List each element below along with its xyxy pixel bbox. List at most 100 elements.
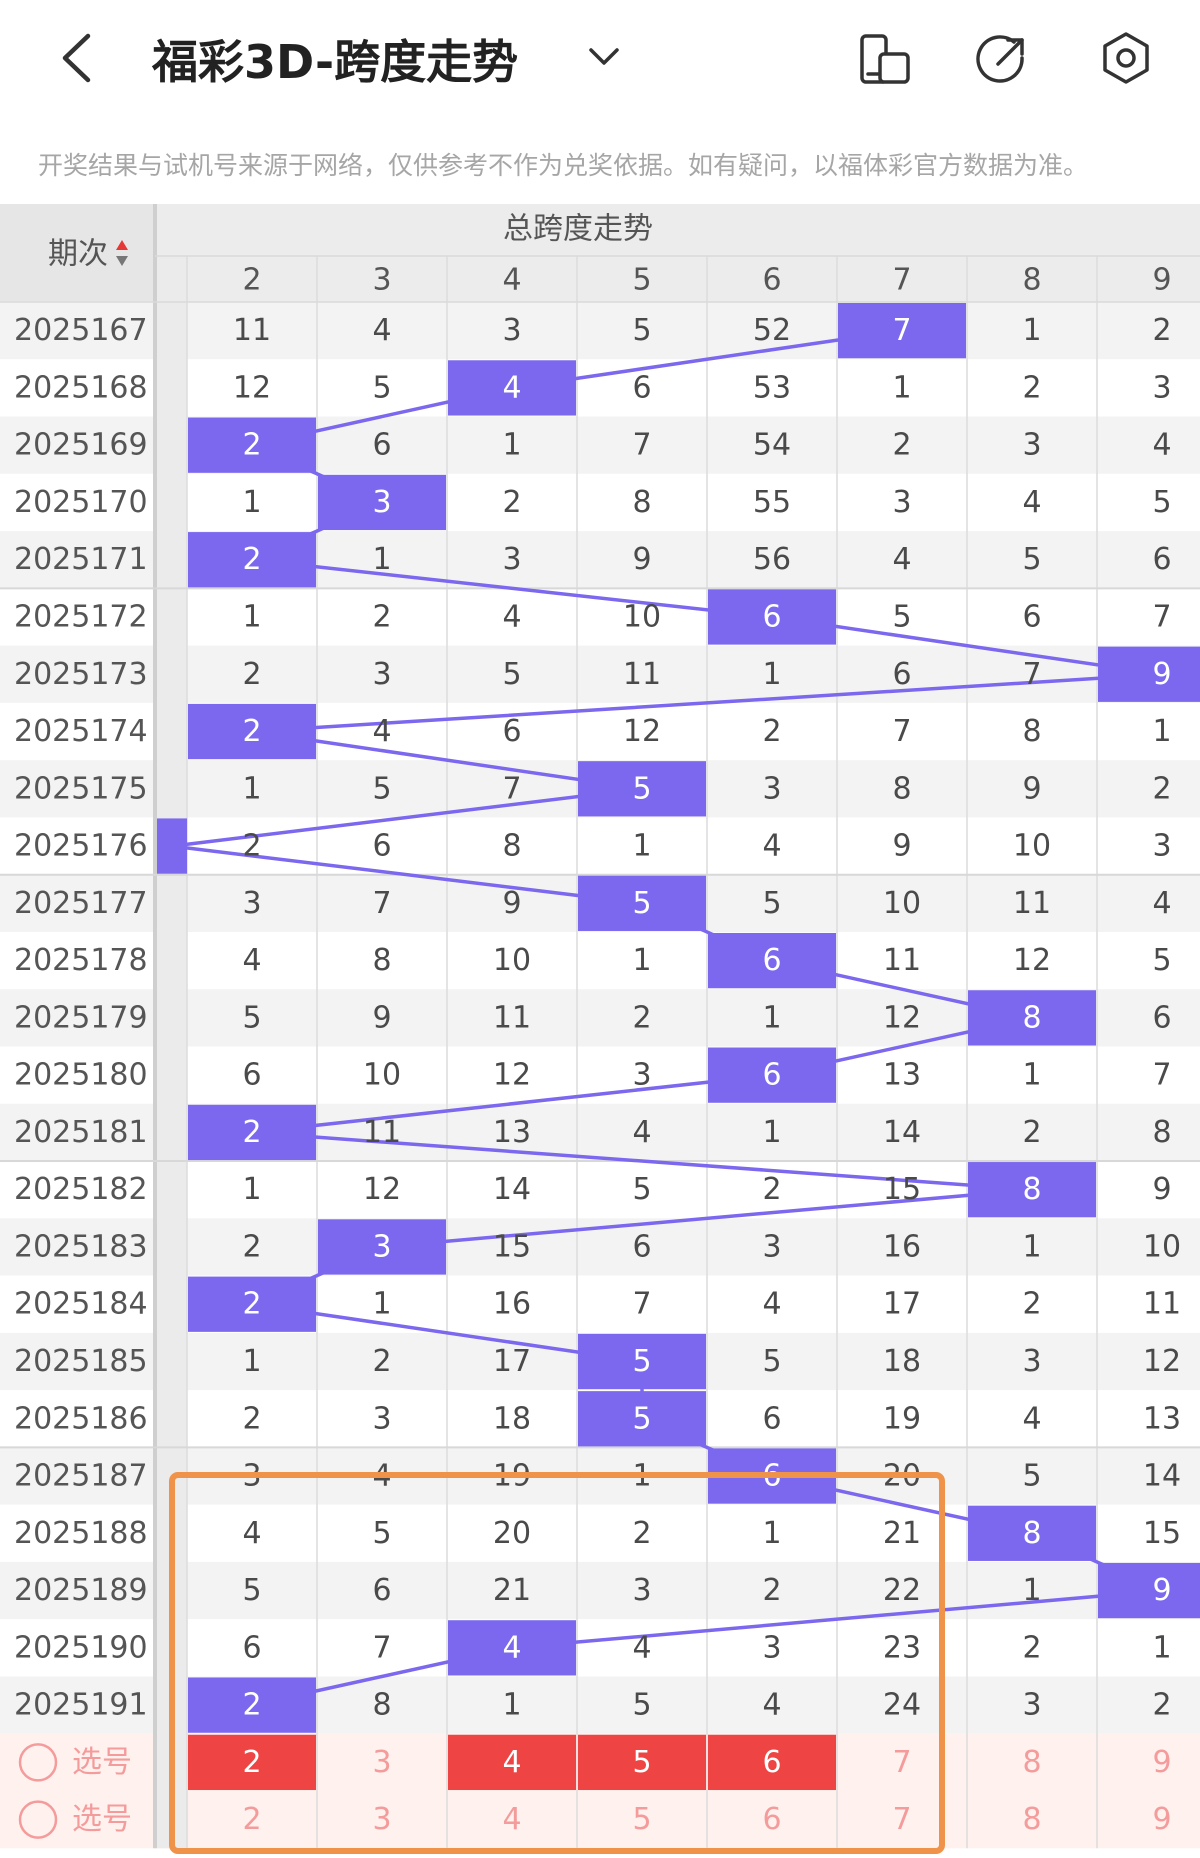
table-cell: 55 xyxy=(753,485,791,520)
select-row-label: 选号 xyxy=(72,1802,132,1837)
table-cell: 6 xyxy=(632,370,651,405)
select-number-option[interactable]: 9 xyxy=(1152,1745,1171,1780)
sort-icon[interactable] xyxy=(116,240,128,266)
table-cell: 2 xyxy=(1022,370,1041,405)
table-cell: 6 xyxy=(372,829,391,864)
select-number-option[interactable]: 7 xyxy=(892,1802,911,1837)
table-cell: 14 xyxy=(493,1172,531,1207)
table-cell: 6 xyxy=(892,657,911,692)
period-label: 2025187 xyxy=(14,1459,148,1494)
period-label: 2025180 xyxy=(14,1058,148,1093)
table-cell: 6 xyxy=(372,428,391,463)
select-number-option[interactable]: 3 xyxy=(372,1802,391,1837)
table-cell: 11 xyxy=(363,1115,401,1150)
table-row-bg xyxy=(0,645,1200,703)
period-label: 2025168 xyxy=(14,370,148,405)
highlight-cell-value: 5 xyxy=(632,886,651,921)
settings-button[interactable] xyxy=(1098,30,1154,88)
select-number-option[interactable]: 7 xyxy=(892,1745,911,1780)
selected-number-label: 2 xyxy=(242,1745,261,1780)
sort-up-arrow xyxy=(116,240,128,250)
table-cell: 8 xyxy=(502,829,521,864)
select-radio-icon[interactable] xyxy=(18,1800,58,1839)
table-cell: 2 xyxy=(502,485,521,520)
page-title[interactable]: 福彩3D-跨度走势 xyxy=(152,35,519,89)
back-button[interactable] xyxy=(50,28,100,88)
table-cell: 1 xyxy=(242,599,261,634)
table-cell: 6 xyxy=(1152,542,1171,577)
select-number-option[interactable]: 4 xyxy=(502,1802,521,1837)
title-dropdown-button[interactable] xyxy=(586,42,622,72)
highlight-cell-value: 5 xyxy=(632,1344,651,1379)
table-cell: 3 xyxy=(762,771,781,806)
select-number-option[interactable]: 2 xyxy=(242,1802,261,1837)
table-cell: 2 xyxy=(892,428,911,463)
table-cell: 5 xyxy=(372,1516,391,1551)
device-switch-button[interactable] xyxy=(858,32,912,88)
select-number-option[interactable]: 5 xyxy=(632,1802,651,1837)
table-cell: 1 xyxy=(632,829,651,864)
period-column-header: 期次 xyxy=(48,237,108,272)
share-icon xyxy=(976,35,1024,83)
table-cell: 2 xyxy=(762,1573,781,1608)
table-cell: 9 xyxy=(502,886,521,921)
selected-number-cell[interactable] xyxy=(708,1734,836,1791)
table-cell: 15 xyxy=(883,1172,921,1207)
sort-down-arrow xyxy=(116,256,128,266)
column-header-8: 8 xyxy=(1022,263,1041,298)
table-cell: 10 xyxy=(363,1058,401,1093)
table-cell: 1 xyxy=(762,657,781,692)
table-cell: 1 xyxy=(242,485,261,520)
period-label: 2025191 xyxy=(14,1688,148,1723)
select-radio-icon[interactable] xyxy=(18,1743,58,1782)
table-cell: 8 xyxy=(372,943,391,978)
table-cell: 11 xyxy=(233,313,271,348)
table-cell: 1 xyxy=(762,1516,781,1551)
table-cell: 4 xyxy=(242,943,261,978)
chevron-left-icon xyxy=(62,33,91,83)
table-cell: 8 xyxy=(372,1688,391,1723)
table-cell: 12 xyxy=(363,1172,401,1207)
table-cell: 9 xyxy=(892,829,911,864)
table-cell: 10 xyxy=(1013,829,1051,864)
table-cell: 6 xyxy=(1022,599,1041,634)
table-cell: 1 xyxy=(242,1172,261,1207)
period-label: 2025186 xyxy=(14,1401,148,1436)
table-cell: 3 xyxy=(502,313,521,348)
column-header-4: 4 xyxy=(502,263,521,298)
table-cell: 6 xyxy=(1152,1000,1171,1035)
table-row-bg xyxy=(0,817,1200,875)
table-cell: 11 xyxy=(1143,1287,1181,1322)
trend-group-header: 总跨度走势 xyxy=(503,212,653,247)
period-label: 2025175 xyxy=(14,771,148,806)
table-cell: 19 xyxy=(883,1401,921,1436)
selected-number-cell[interactable] xyxy=(448,1734,576,1791)
selected-number-cell[interactable] xyxy=(578,1734,706,1791)
select-row-bg xyxy=(0,1791,1200,1849)
table-row-bg xyxy=(0,1619,1200,1677)
table-cell: 16 xyxy=(883,1229,921,1264)
select-number-option[interactable]: 9 xyxy=(1152,1802,1171,1837)
highlight-cell-value: 2 xyxy=(242,714,261,749)
table-cell: 5 xyxy=(632,313,651,348)
table-cell: 3 xyxy=(1022,1688,1041,1723)
highlight-cell-value: 2 xyxy=(242,428,261,463)
share-button[interactable] xyxy=(974,32,1030,88)
select-number-option[interactable]: 3 xyxy=(372,1745,391,1780)
table-cell: 4 xyxy=(892,542,911,577)
table-cell: 2 xyxy=(762,714,781,749)
highlight-cell-value: 5 xyxy=(632,771,651,806)
select-number-option[interactable]: 8 xyxy=(1022,1802,1041,1837)
highlight-cell-value: 2 xyxy=(242,542,261,577)
period-label: 2025181 xyxy=(14,1115,148,1150)
select-number-option[interactable]: 6 xyxy=(762,1802,781,1837)
highlight-cell-value: 2 xyxy=(242,1287,261,1322)
table-cell: 2 xyxy=(1022,1630,1041,1665)
table-cell: 14 xyxy=(883,1115,921,1150)
highlight-cell-value: 4 xyxy=(502,1630,521,1665)
column-header-3: 3 xyxy=(372,263,391,298)
table-cell: 3 xyxy=(1022,1344,1041,1379)
selected-number-cell[interactable] xyxy=(188,1734,316,1791)
select-number-option[interactable]: 8 xyxy=(1022,1745,1041,1780)
table-cell: 5 xyxy=(242,1573,261,1608)
